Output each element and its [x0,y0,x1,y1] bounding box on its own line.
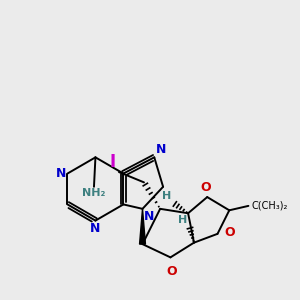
Text: C(CH₃)₂: C(CH₃)₂ [252,201,288,211]
Text: N: N [90,222,100,235]
Text: O: O [167,265,177,278]
Text: N: N [56,167,66,180]
Text: N: N [156,143,166,156]
Text: O: O [224,226,235,239]
Text: H: H [178,215,187,225]
Polygon shape [140,209,146,244]
Text: O: O [200,181,211,194]
Text: NH₂: NH₂ [82,188,106,198]
Text: H: H [162,191,171,202]
Text: I: I [110,153,116,171]
Text: N: N [144,210,154,223]
